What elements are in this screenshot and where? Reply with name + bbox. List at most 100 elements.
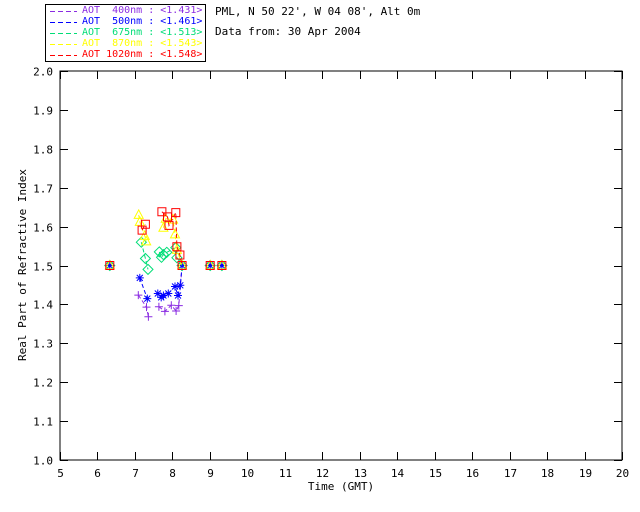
data-point-plus [154, 302, 163, 311]
y-tick-label: 1.7 [33, 183, 53, 196]
data-point-asterisk [153, 289, 162, 298]
data-point-asterisk [105, 261, 114, 270]
site-title: PML, N 50 22', W 04 08', Alt 0m [215, 5, 421, 18]
legend-entry-870nm: AOT 870nm : <1.543> [50, 39, 205, 49]
y-axis-label: Real Part of Refractive Index [16, 169, 29, 361]
x-axis: 5 6 7 8 9 10 11 12 13 14 15 16 17 18 19 20 Time (GMT) [57, 71, 629, 493]
y-tick-label: 1.0 [33, 455, 53, 468]
data-point-square [105, 261, 115, 270]
data-point-square [140, 219, 150, 229]
data-point-square [157, 207, 167, 217]
data-point-diamond [142, 263, 154, 276]
data-point-diamond [157, 248, 170, 261]
data-point-asterisk [171, 282, 179, 291]
x-tick-label: 11 [279, 467, 292, 480]
legend-dash-icon [50, 54, 77, 56]
y-tick-label: 1.8 [33, 144, 53, 157]
x-tick-label: 6 [94, 467, 101, 480]
x-tick-label: 9 [207, 467, 214, 480]
data-point-square [171, 208, 181, 218]
y-tick-label: 1.4 [33, 299, 53, 312]
x-tick-label: 8 [169, 467, 176, 480]
data-point-square [164, 220, 174, 230]
series-line [158, 265, 183, 313]
series-line [141, 224, 146, 231]
data-point-diamond [161, 246, 173, 259]
data-point-asterisk [174, 291, 182, 300]
x-tick-label: 17 [504, 467, 517, 480]
legend-label: AOT 1020nm : <1.548> [82, 49, 203, 60]
x-tick-label: 7 [132, 467, 139, 480]
x-tick-label: 19 [579, 467, 592, 480]
legend-entry-675nm: AOT 675nm : <1.513> [50, 28, 205, 38]
data-point-triangle [134, 215, 146, 226]
data-point-asterisk [164, 289, 173, 298]
data-point-plus [160, 307, 169, 316]
x-tick-label: 18 [541, 467, 554, 480]
series-aot-1020nm [105, 207, 227, 270]
data-point-plus [142, 303, 151, 312]
legend-dash-icon [50, 43, 77, 45]
y-tick-label: 1.5 [33, 261, 53, 274]
legend-label: AOT 870nm : <1.543> [82, 38, 203, 49]
data-point-square [177, 261, 187, 270]
y-tick-label: 1.2 [33, 377, 53, 390]
data-point-triangle [140, 235, 152, 246]
data-point-diamond [176, 259, 188, 272]
series-aot-500nm [105, 261, 226, 303]
data-point-plus [172, 307, 181, 315]
data-point-square [137, 225, 147, 235]
data-point-asterisk [217, 261, 226, 270]
data-point-triangle [158, 221, 169, 232]
legend-box: AOT 400nm : <1.431> AOT 500nm : <1.461> AO… [45, 4, 206, 62]
data-point-asterisk [176, 281, 185, 290]
legend-label: AOT 400nm : <1.431> [82, 5, 203, 16]
data-point-triangle [169, 228, 181, 239]
data-point-diamond [135, 236, 148, 248]
series-line [162, 218, 183, 266]
series-aot-870nm [104, 208, 228, 270]
data-point-plus [134, 291, 143, 300]
x-axis-label: Time (GMT) [308, 480, 374, 493]
x-tick-label: 15 [429, 467, 442, 480]
data-point-square [217, 261, 227, 270]
y-tick-label: 1.6 [33, 222, 53, 235]
data-point-diamond [216, 259, 228, 272]
legend-entry-400nm: AOT 400nm : <1.431> [50, 6, 205, 16]
data-point-triangle [171, 243, 183, 254]
plot-frame [59, 70, 623, 461]
data-point-asterisk [143, 294, 152, 303]
legend-label: AOT 500nm : <1.461> [82, 16, 203, 27]
date-title: Data from: 30 Apr 2004 [215, 25, 361, 38]
y-tick-label: 1.1 [33, 416, 53, 429]
x-tick-label: 14 [391, 467, 405, 480]
data-point-diamond [204, 259, 216, 272]
legend-dash-icon [50, 10, 77, 12]
y-tick-label: 2.0 [33, 66, 53, 79]
data-point-asterisk [206, 261, 215, 270]
data-point-diamond [104, 259, 116, 272]
legend-entry-500nm: AOT 500nm : <1.461> [50, 17, 205, 27]
x-tick-label: 20 [616, 467, 629, 480]
series-line [161, 210, 183, 266]
x-tick-label: 13 [354, 467, 367, 480]
data-point-plus [144, 312, 153, 321]
data-point-diamond [139, 252, 152, 265]
legend-dash-icon [50, 32, 77, 34]
x-tick-label: 10 [241, 467, 254, 480]
series-line [140, 242, 149, 270]
y-tick-label: 1.3 [33, 338, 53, 351]
legend-entry-1020nm: AOT 1020nm : <1.548> [50, 50, 205, 60]
x-tick-label: 16 [466, 467, 479, 480]
x-tick-label: 5 [57, 467, 64, 480]
x-tick-label: 12 [316, 467, 329, 480]
legend-dash-icon [50, 21, 77, 23]
y-axis: 1.0 1.1 1.2 1.3 1.4 1.5 1.6 1.7 1.8 1.9 2.0 Real Pa… [16, 66, 622, 468]
series-line [139, 277, 148, 299]
data-point-square [205, 261, 215, 270]
data-point-asterisk [159, 291, 168, 300]
data-point-asterisk [135, 273, 144, 282]
